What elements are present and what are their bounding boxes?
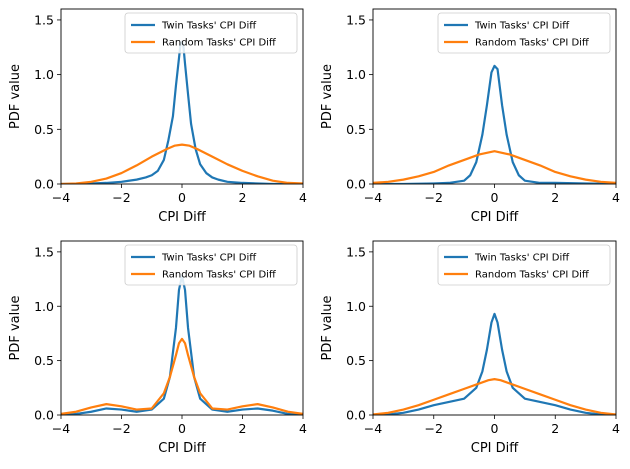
y-tick-label: 0.5 — [34, 353, 54, 368]
y-tick-label: 1.0 — [34, 299, 54, 314]
y-axis-label: PDF value — [8, 296, 23, 361]
x-axis-label: CPI Diff — [158, 210, 207, 225]
x-tick-label: 4 — [612, 421, 620, 436]
x-axis-label: CPI Diff — [158, 441, 207, 456]
y-tick-label: 0.5 — [346, 353, 366, 368]
legend-label-random: Random Tasks' CPI Diff — [475, 38, 590, 49]
x-tick-label: −2 — [425, 190, 443, 205]
legend: Twin Tasks' CPI Diff Random Tasks' CPI Di… — [437, 12, 611, 54]
series-line-twin — [373, 312, 616, 415]
subplot-2: −4 −2 0 2 4 0.0 0.5 1.0 1.5 CPI Diff PDF value Twin… — [320, 8, 620, 225]
y-tick-label: 1.0 — [346, 67, 366, 82]
series-line-random — [61, 337, 303, 415]
series-line-twin — [373, 64, 616, 184]
x-tick-label: 2 — [551, 421, 559, 436]
subplot-3: −4 −2 0 2 4 0.0 0.5 1.0 1.5 CPI Diff PDF value Twin… — [8, 240, 307, 456]
legend-label-twin: Twin Tasks' CPI Diff — [474, 253, 570, 264]
series-line-twin — [61, 40, 303, 184]
y-tick-label: 1.5 — [346, 244, 366, 259]
y-axis-label: PDF value — [320, 64, 335, 129]
x-tick-label: 0 — [178, 421, 186, 436]
x-tick-label: 4 — [299, 190, 307, 205]
x-tick-label: −2 — [112, 421, 130, 436]
legend-label-random: Random Tasks' CPI Diff — [475, 270, 590, 281]
subplot-1: −4 −2 0 2 4 0.0 0.5 1.0 1.5 CPI Diff PDF value Twin… — [8, 8, 307, 225]
legend-label-twin: Twin Tasks' CPI Diff — [474, 21, 570, 32]
x-axis-label: CPI Diff — [471, 441, 520, 456]
legend-box — [124, 12, 298, 54]
series-line-random — [373, 378, 616, 415]
legend-label-twin: Twin Tasks' CPI Diff — [161, 21, 257, 32]
y-tick-label: 0.0 — [346, 408, 366, 423]
x-tick-label: 0 — [178, 190, 186, 205]
series-line-random — [61, 143, 303, 184]
legend-box — [437, 244, 611, 286]
x-tick-label: 4 — [612, 190, 620, 205]
y-tick-label: 0.0 — [34, 408, 54, 423]
y-axis-label: PDF value — [320, 296, 335, 361]
legend: Twin Tasks' CPI Diff Random Tasks' CPI Di… — [124, 244, 298, 286]
legend: Twin Tasks' CPI Diff Random Tasks' CPI Di… — [437, 244, 611, 286]
legend-box — [437, 12, 611, 54]
y-tick-label: 0.0 — [34, 177, 54, 192]
y-tick-label: 0.0 — [346, 177, 366, 192]
x-tick-label: −4 — [364, 421, 382, 436]
x-tick-label: 2 — [239, 421, 247, 436]
y-tick-label: 0.5 — [34, 122, 54, 137]
y-tick-label: 0.5 — [346, 122, 366, 137]
subplot-4: −4 −2 0 2 4 0.0 0.5 1.0 1.5 CPI Diff PDF value Twin… — [320, 240, 620, 456]
x-axis-label: CPI Diff — [471, 210, 520, 225]
x-tick-label: −4 — [52, 421, 70, 436]
x-tick-label: 0 — [491, 190, 499, 205]
y-tick-label: 1.5 — [34, 12, 54, 27]
y-tick-label: 1.0 — [34, 67, 54, 82]
x-tick-label: 2 — [551, 190, 559, 205]
x-tick-label: −4 — [364, 190, 382, 205]
legend-label-twin: Twin Tasks' CPI Diff — [161, 253, 257, 264]
y-axis-label: PDF value — [8, 64, 23, 129]
series-line-twin — [61, 274, 303, 415]
series-line-random — [373, 150, 616, 184]
y-tick-label: 1.5 — [346, 12, 366, 27]
x-tick-label: 2 — [239, 190, 247, 205]
y-tick-label: 1.0 — [346, 299, 366, 314]
legend-label-random: Random Tasks' CPI Diff — [162, 270, 277, 281]
x-tick-label: 0 — [491, 421, 499, 436]
y-tick-label: 1.5 — [34, 244, 54, 259]
legend-label-random: Random Tasks' CPI Diff — [162, 38, 277, 49]
legend-box — [124, 244, 298, 286]
x-tick-label: −2 — [112, 190, 130, 205]
legend: Twin Tasks' CPI Diff Random Tasks' CPI Di… — [124, 12, 298, 54]
x-tick-label: −4 — [52, 190, 70, 205]
x-tick-label: 4 — [299, 421, 307, 436]
x-tick-label: −2 — [425, 421, 443, 436]
